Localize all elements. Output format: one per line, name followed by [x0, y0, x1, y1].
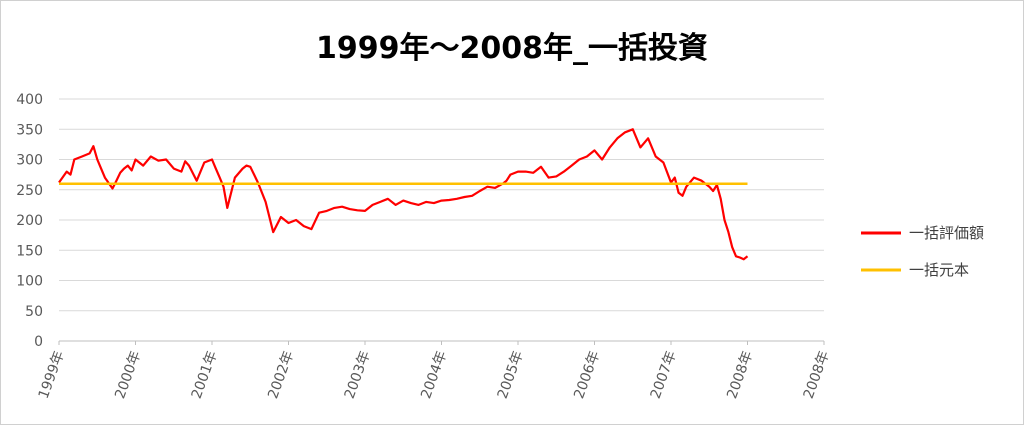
series-line [58, 128, 749, 261]
y-tick-label: 150 [16, 243, 43, 259]
x-tick-label: 2000年 [112, 349, 144, 401]
y-tick-label: 250 [16, 183, 43, 199]
x-tick-label: 2007年 [648, 349, 680, 401]
y-tick-label: 350 [16, 122, 43, 138]
x-tick-label: 2008年 [724, 349, 756, 401]
x-tick-label: 2001年 [189, 349, 221, 401]
x-tick-label: 2004年 [418, 349, 450, 401]
y-tick-label: 100 [16, 274, 43, 290]
x-tick-label: 2008年 [801, 349, 833, 401]
x-tick-label: 2006年 [571, 349, 603, 401]
y-tick-label: 50 [25, 304, 43, 320]
y-tick-label: 200 [16, 213, 43, 229]
legend-label: 一括元本 [909, 261, 969, 279]
x-tick-label: 2003年 [342, 349, 374, 401]
legend-label: 一括評価額 [909, 224, 984, 242]
y-tick-label: 300 [16, 153, 43, 169]
y-tick-label: 0 [34, 334, 43, 350]
y-tick-label: 400 [16, 92, 43, 108]
chart-title: 1999年～2008年_一括投資 [316, 31, 708, 66]
x-tick-label: 2005年 [495, 349, 527, 401]
x-tick-label: 2002年 [265, 349, 297, 401]
x-tick-label: 1999年 [36, 349, 68, 401]
